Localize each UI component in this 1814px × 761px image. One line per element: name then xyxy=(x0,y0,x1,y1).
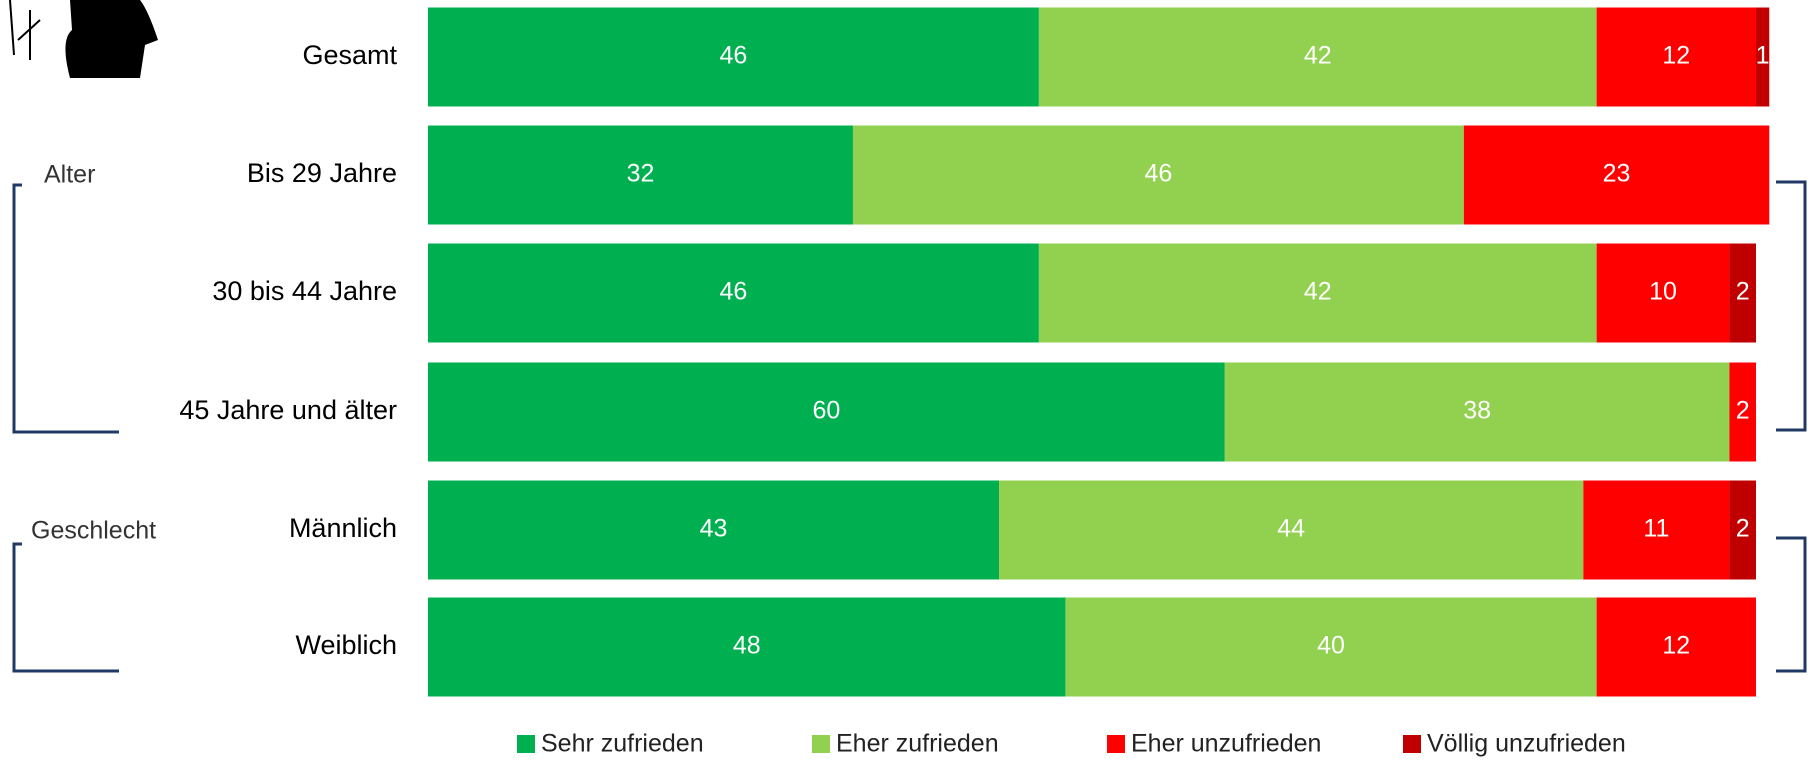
value-label: 11 xyxy=(1643,515,1669,543)
bar-segment xyxy=(1729,243,1756,343)
bar-segment xyxy=(1756,7,1770,107)
group-label: Alter xyxy=(44,161,95,189)
bar-segment xyxy=(428,125,853,225)
value-label: 43 xyxy=(700,515,728,543)
bracket xyxy=(1776,536,1807,673)
value-label: 32 xyxy=(627,160,655,188)
bar-segment xyxy=(852,125,1464,225)
bracket xyxy=(12,183,119,434)
bar-segment xyxy=(1038,7,1597,107)
value-label: 10 xyxy=(1649,278,1677,306)
legend-label: Eher zufrieden xyxy=(836,730,999,758)
bar-segment xyxy=(1065,597,1597,697)
value-label: 46 xyxy=(1144,160,1172,188)
category-label: Gesamt xyxy=(302,40,397,70)
bar-segment xyxy=(1583,480,1730,580)
bar-segment xyxy=(1596,597,1756,697)
value-label: 42 xyxy=(1304,42,1332,70)
category-label: Bis 29 Jahre xyxy=(247,158,397,188)
value-label: 1 xyxy=(1756,42,1770,70)
legend-label: Völlig unzufrieden xyxy=(1427,730,1626,758)
bar-segment xyxy=(428,243,1039,343)
bar-segment xyxy=(999,480,1584,580)
bar-segment xyxy=(1729,480,1756,580)
value-label: 46 xyxy=(720,42,748,70)
value-label: 12 xyxy=(1662,632,1690,660)
bar-segment xyxy=(1463,125,1770,225)
bar-segment xyxy=(1596,243,1730,343)
value-label: 42 xyxy=(1304,278,1332,306)
value-label: 48 xyxy=(733,632,761,660)
category-label: Männlich xyxy=(289,513,397,543)
category-label: 45 Jahre und älter xyxy=(179,395,397,425)
value-label: 38 xyxy=(1463,397,1491,425)
legend-label: Eher unzufrieden xyxy=(1131,730,1321,758)
value-label: 2 xyxy=(1736,397,1750,425)
bracket xyxy=(12,542,119,673)
value-label: 12 xyxy=(1662,42,1690,70)
bar-segment xyxy=(1596,7,1756,107)
value-label: 46 xyxy=(720,278,748,306)
legend-swatch xyxy=(812,735,830,753)
value-label: 60 xyxy=(812,397,840,425)
category-label: Weiblich xyxy=(295,630,397,660)
bar-segment xyxy=(1729,362,1756,462)
value-label: 40 xyxy=(1317,632,1345,660)
category-label: 30 bis 44 Jahre xyxy=(212,276,397,306)
value-label: 44 xyxy=(1277,515,1305,543)
bar-segment xyxy=(1224,362,1730,462)
legend-swatch xyxy=(517,735,535,753)
bar-segment xyxy=(428,362,1225,462)
value-label: 23 xyxy=(1603,160,1631,188)
bar-segment xyxy=(428,480,1000,580)
value-label: 2 xyxy=(1736,515,1750,543)
bar-segment xyxy=(1038,243,1597,343)
legend-label: Sehr zufrieden xyxy=(541,730,704,758)
group-label: Geschlecht xyxy=(31,517,156,545)
icon xyxy=(9,0,158,78)
legend-swatch xyxy=(1107,735,1125,753)
value-label: 2 xyxy=(1736,278,1750,306)
bar-segment xyxy=(428,597,1066,697)
bracket xyxy=(1776,180,1807,432)
bar-segment xyxy=(428,7,1039,107)
legend-swatch xyxy=(1403,735,1421,753)
